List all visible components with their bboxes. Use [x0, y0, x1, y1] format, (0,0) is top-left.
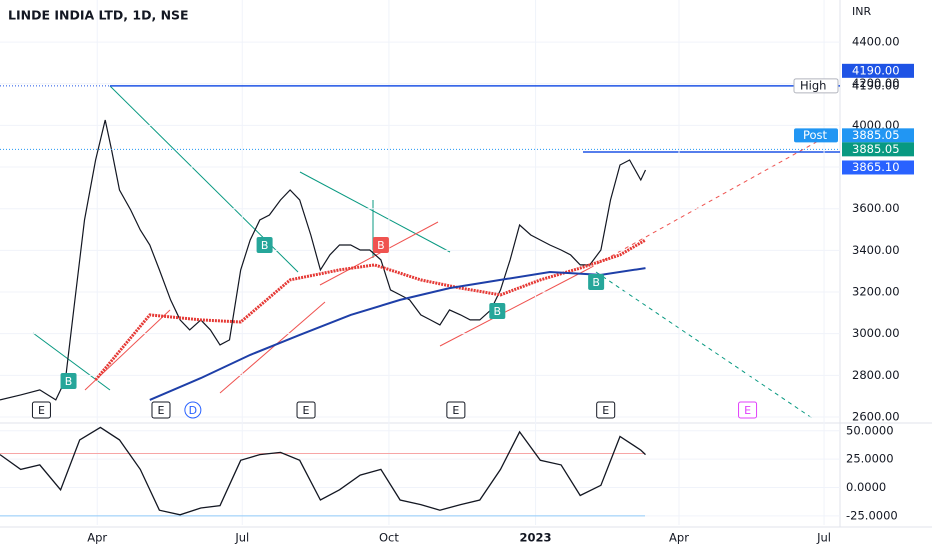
- price-axis-box: [842, 63, 914, 78]
- trend-line: [439, 267, 591, 347]
- price-axis-label: 3885.05: [852, 142, 900, 156]
- event-label: E: [158, 404, 165, 417]
- price-axis-box: [842, 142, 914, 157]
- projection-line: [595, 271, 813, 419]
- y-tick-label: 50.0000: [846, 423, 894, 437]
- oscillator-line: [0, 426, 646, 516]
- signal-label: B: [592, 276, 600, 289]
- signal-label: B: [377, 239, 385, 252]
- x-tick-label: Apr: [669, 531, 689, 545]
- y-tick-label: -25.0000: [846, 508, 898, 522]
- x-tick-label: Oct: [379, 531, 399, 545]
- event-marker: [596, 401, 616, 419]
- y-tick-label: 0.0000: [846, 480, 886, 494]
- event-marker: [446, 401, 466, 419]
- price-line: [0, 119, 647, 401]
- y-tick-label: 3200.00: [852, 285, 900, 299]
- price-tag: [793, 78, 839, 94]
- trend-line: [319, 221, 439, 286]
- event-label: E: [452, 404, 459, 417]
- event-label: E: [303, 404, 310, 417]
- price-axis-label: 4190.00: [852, 63, 900, 77]
- price-tag-label: High: [800, 78, 826, 92]
- price-tag: [794, 128, 838, 143]
- y-tick-label: 2600.00: [852, 410, 900, 424]
- x-tick-label: Jul: [816, 531, 831, 545]
- y-tick-label: 3000.00: [852, 326, 900, 340]
- event-marker: [31, 401, 51, 419]
- currency-label: INR: [852, 5, 871, 18]
- chart-title: LINDE INDIA LTD, 1D, NSE: [8, 8, 189, 23]
- trend-line: [299, 171, 451, 253]
- event-marker: [151, 401, 171, 419]
- y-tick-label: 25.0000: [846, 452, 894, 466]
- projection-line: [589, 139, 821, 269]
- y-tick-label: 2800.00: [852, 368, 900, 382]
- y-tick-label: 4400.00: [852, 35, 900, 49]
- y-tick-label: 4200.00: [852, 76, 900, 90]
- price-axis-label: 4190.00: [852, 78, 900, 92]
- event-marker: [184, 401, 202, 419]
- signal-label: B: [261, 239, 269, 252]
- y-tick-label: 3600.00: [852, 201, 900, 215]
- signal-marker: [489, 302, 506, 319]
- trend-line: [219, 301, 326, 394]
- price-line: [94, 238, 647, 381]
- x-tick-label: 2023: [520, 531, 552, 545]
- price-axis-label: 3885.05: [852, 128, 900, 142]
- signal-label: B: [494, 305, 502, 318]
- signal-marker: [60, 372, 77, 389]
- event-label: D: [189, 404, 197, 417]
- price-axis-box: [842, 160, 914, 175]
- price-tag-label: Post: [803, 128, 828, 142]
- price-axis-box: [842, 128, 914, 143]
- event-marker: [296, 401, 316, 419]
- drawings: [32, 85, 840, 419]
- price-axis-label: 3865.10: [852, 160, 900, 174]
- x-tick-label: Apr: [87, 531, 107, 545]
- x-tick-label: Jul: [234, 531, 249, 545]
- signal-marker: [588, 274, 605, 291]
- signal-label: B: [65, 375, 73, 388]
- event-label: E: [602, 404, 609, 417]
- event-label: E: [744, 404, 751, 417]
- signal-marker: [372, 236, 389, 253]
- price-line: [149, 267, 646, 401]
- y-tick-label: 3400.00: [852, 243, 900, 257]
- event-label: E: [38, 404, 45, 417]
- signal-marker: [256, 236, 273, 253]
- event-marker: [738, 401, 758, 419]
